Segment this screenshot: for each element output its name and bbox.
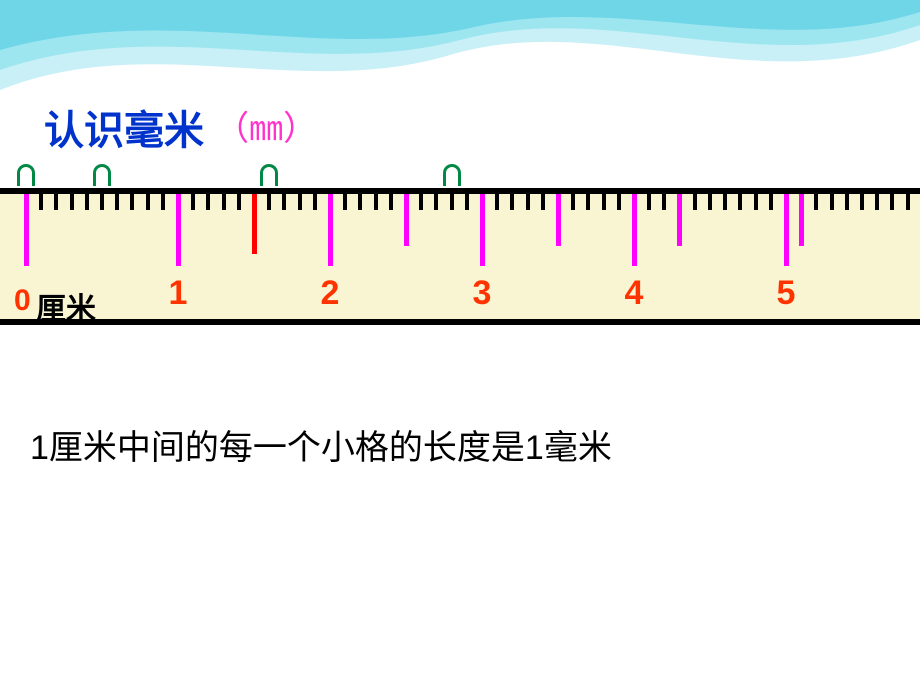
ruler: 1 2 3 4 5 0厘米 xyxy=(0,188,920,338)
mm-tick xyxy=(526,194,530,210)
mm-tick xyxy=(450,194,454,210)
cm-tick xyxy=(24,194,29,266)
mm-tick xyxy=(769,194,773,210)
unit-label: 厘米 xyxy=(36,284,96,328)
marker-icon xyxy=(93,164,111,186)
mm-tick xyxy=(374,194,378,210)
half-tick xyxy=(252,194,257,254)
mm-tick xyxy=(510,194,514,210)
mm-tick xyxy=(282,194,286,210)
mm-tick xyxy=(602,194,606,210)
cm-label: 4 xyxy=(625,274,644,313)
mm-tick xyxy=(85,194,89,210)
extra-tick xyxy=(404,194,409,246)
mm-tick xyxy=(814,194,818,210)
cm-label: 1 xyxy=(169,274,188,313)
zero-label: 0 xyxy=(14,284,31,318)
slide-title: 认识毫米 （㎜） xyxy=(44,98,317,156)
title-unit-text: （㎜） xyxy=(215,109,317,149)
marker-icon xyxy=(17,164,35,186)
mm-tick xyxy=(54,194,58,210)
mm-tick xyxy=(662,194,666,210)
mm-tick xyxy=(191,194,195,210)
extra-tick xyxy=(677,194,682,246)
mm-tick xyxy=(70,194,74,210)
mm-tick xyxy=(617,194,621,210)
mm-tick xyxy=(754,194,758,210)
mm-tick xyxy=(115,194,119,210)
mm-tick xyxy=(875,194,879,210)
cm-tick xyxy=(784,194,789,266)
mm-tick xyxy=(860,194,864,210)
caption-text: 1厘米中间的每一个小格的长度是1毫米 xyxy=(30,420,612,469)
mm-tick xyxy=(161,194,165,210)
mm-tick xyxy=(906,194,910,210)
mm-tick xyxy=(237,194,241,210)
mm-tick xyxy=(100,194,104,210)
mm-tick xyxy=(830,194,834,210)
mm-tick xyxy=(495,194,499,210)
mm-tick xyxy=(343,194,347,210)
cm-tick xyxy=(176,194,181,266)
cm-label: 2 xyxy=(321,274,340,313)
cm-tick xyxy=(480,194,485,266)
extra-tick xyxy=(556,194,561,246)
mm-tick xyxy=(890,194,894,210)
mm-tick xyxy=(146,194,150,210)
mm-tick xyxy=(693,194,697,210)
cm-label: 5 xyxy=(777,274,796,313)
mm-tick xyxy=(313,194,317,210)
mm-tick xyxy=(723,194,727,210)
cm-tick xyxy=(328,194,333,266)
mm-tick xyxy=(465,194,469,210)
mm-tick xyxy=(708,194,712,210)
mm-tick xyxy=(571,194,575,210)
mm-tick xyxy=(130,194,134,210)
mm-tick xyxy=(222,194,226,210)
mm-tick xyxy=(586,194,590,210)
mm-tick xyxy=(738,194,742,210)
mm-tick xyxy=(434,194,438,210)
mm-tick xyxy=(267,194,271,210)
title-main-text: 认识毫米 xyxy=(44,108,204,153)
marker-icon xyxy=(260,164,278,186)
mm-tick xyxy=(419,194,423,210)
extra-tick xyxy=(799,194,804,246)
mm-tick xyxy=(389,194,393,210)
marker-icon xyxy=(443,164,461,186)
cm-tick xyxy=(632,194,637,266)
mm-tick xyxy=(845,194,849,210)
mm-tick xyxy=(541,194,545,210)
cm-label: 3 xyxy=(473,274,492,313)
mm-tick xyxy=(647,194,651,210)
mm-tick xyxy=(298,194,302,210)
mm-tick xyxy=(358,194,362,210)
mm-tick xyxy=(206,194,210,210)
mm-tick xyxy=(39,194,43,210)
